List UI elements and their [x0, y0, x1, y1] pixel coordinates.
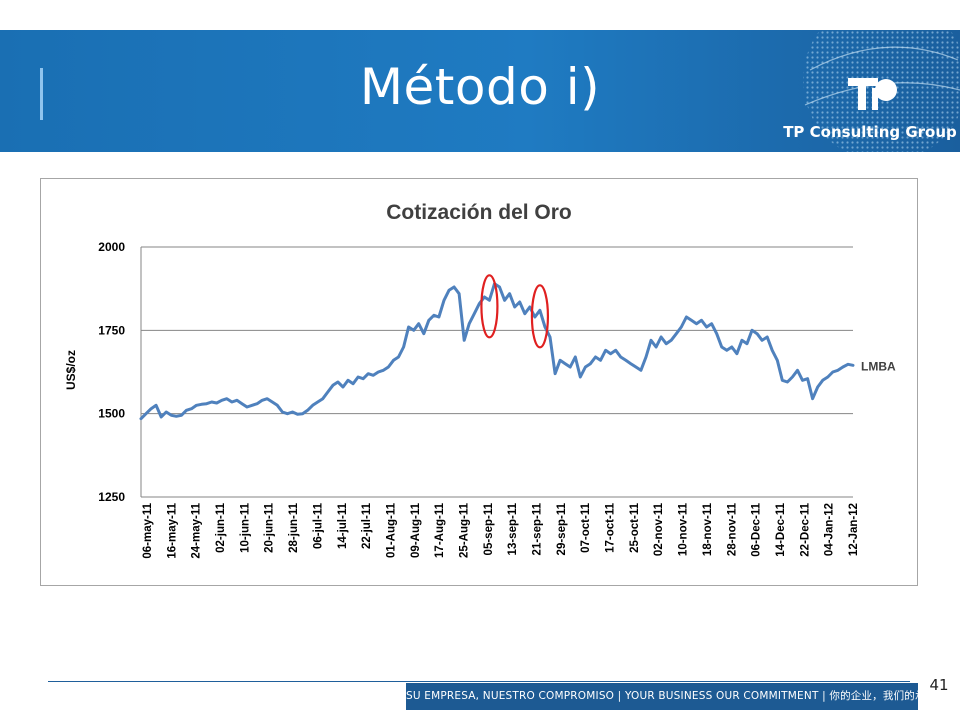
page-number: 41 — [929, 676, 949, 694]
x-tick-label: 28-nov-11 — [726, 502, 738, 556]
x-tick-label: 06-may-11 — [142, 502, 154, 558]
x-tick-label: 28-jun-11 — [288, 502, 300, 552]
x-tick-label: 05-sep-11 — [483, 502, 495, 555]
chart-container: Cotización del Oro US$/oz 1250 1500 1750 20… — [40, 178, 918, 586]
y-tick-labels: 1250 1500 1750 2000 — [98, 240, 125, 504]
globe-logo-icon — [803, 30, 960, 152]
x-tick-label: 25-oct-11 — [629, 502, 641, 552]
x-tick-label: 02-nov-11 — [653, 502, 665, 556]
x-tick-label: 01-Aug-11 — [385, 502, 397, 558]
x-tick-label: 18-nov-11 — [702, 502, 714, 556]
title-accent-bar — [40, 68, 43, 120]
x-tick-label: 13-sep-11 — [507, 502, 519, 555]
x-tick-label: 06-Dec-11 — [751, 502, 763, 556]
x-tick-label: 20-jun-11 — [264, 502, 276, 552]
x-tick-label: 07-oct-11 — [580, 502, 592, 552]
chart-title: Cotización del Oro — [386, 201, 572, 224]
y-tick-label: 2000 — [98, 240, 125, 254]
x-tick-label: 02-jun-11 — [215, 502, 227, 552]
footer-tagline: SU EMPRESA, NUESTRO COMPROMISO | YOUR BU… — [406, 683, 918, 710]
x-tick-label: 22-Dec-11 — [799, 502, 811, 556]
y-axis-label: US$/oz — [64, 350, 78, 390]
tp-logo-icon — [848, 78, 897, 110]
x-tick-label: 17-Aug-11 — [434, 502, 446, 558]
footer-divider — [48, 681, 910, 682]
x-tick-label: 14-Dec-11 — [775, 502, 787, 556]
x-tick-label: 22-jul-11 — [361, 502, 373, 549]
series: LMBA — [139, 282, 896, 421]
annotations — [480, 274, 550, 349]
x-tick-label: 04-Jan-12 — [824, 503, 836, 556]
y-tick-label: 1250 — [98, 490, 125, 504]
x-tick-label: 09-Aug-11 — [410, 502, 422, 558]
x-tick-label: 25-Aug-11 — [458, 502, 470, 558]
series-line-0 — [139, 282, 855, 421]
x-tick-label: 16-may-11 — [166, 502, 178, 558]
series-label: LMBA — [861, 359, 896, 373]
grid — [140, 246, 853, 498]
x-tick-label: 10-nov-11 — [678, 502, 690, 556]
x-tick-label: 29-sep-11 — [556, 502, 568, 555]
x-tick-label: 10-jun-11 — [239, 502, 251, 552]
slide-title: Método i) — [359, 58, 601, 116]
x-tick-labels: 06-may-11 16-may-11 24-may-11 02-jun-11 10-j… — [142, 502, 860, 558]
highlight-ellipse — [480, 274, 499, 339]
gold-price-chart: Cotización del Oro US$/oz 1250 1500 1750 20… — [64, 201, 896, 559]
x-tick-label: 17-oct-11 — [605, 502, 617, 552]
x-tick-label: 24-may-11 — [191, 502, 203, 558]
x-tick-label: 06-jul-11 — [312, 502, 324, 549]
highlight-ellipse — [530, 284, 550, 349]
x-tick-label: 14-jul-11 — [337, 502, 349, 549]
x-tick-label: 21-sep-11 — [532, 502, 544, 555]
y-tick-label: 1750 — [98, 323, 125, 337]
brand-name: TP Consulting Group — [783, 123, 957, 141]
slide-header: Método i) TP Consulting Group — [0, 30, 960, 152]
x-tick-label: 12-Jan-12 — [848, 503, 860, 556]
y-tick-label: 1500 — [98, 407, 125, 421]
